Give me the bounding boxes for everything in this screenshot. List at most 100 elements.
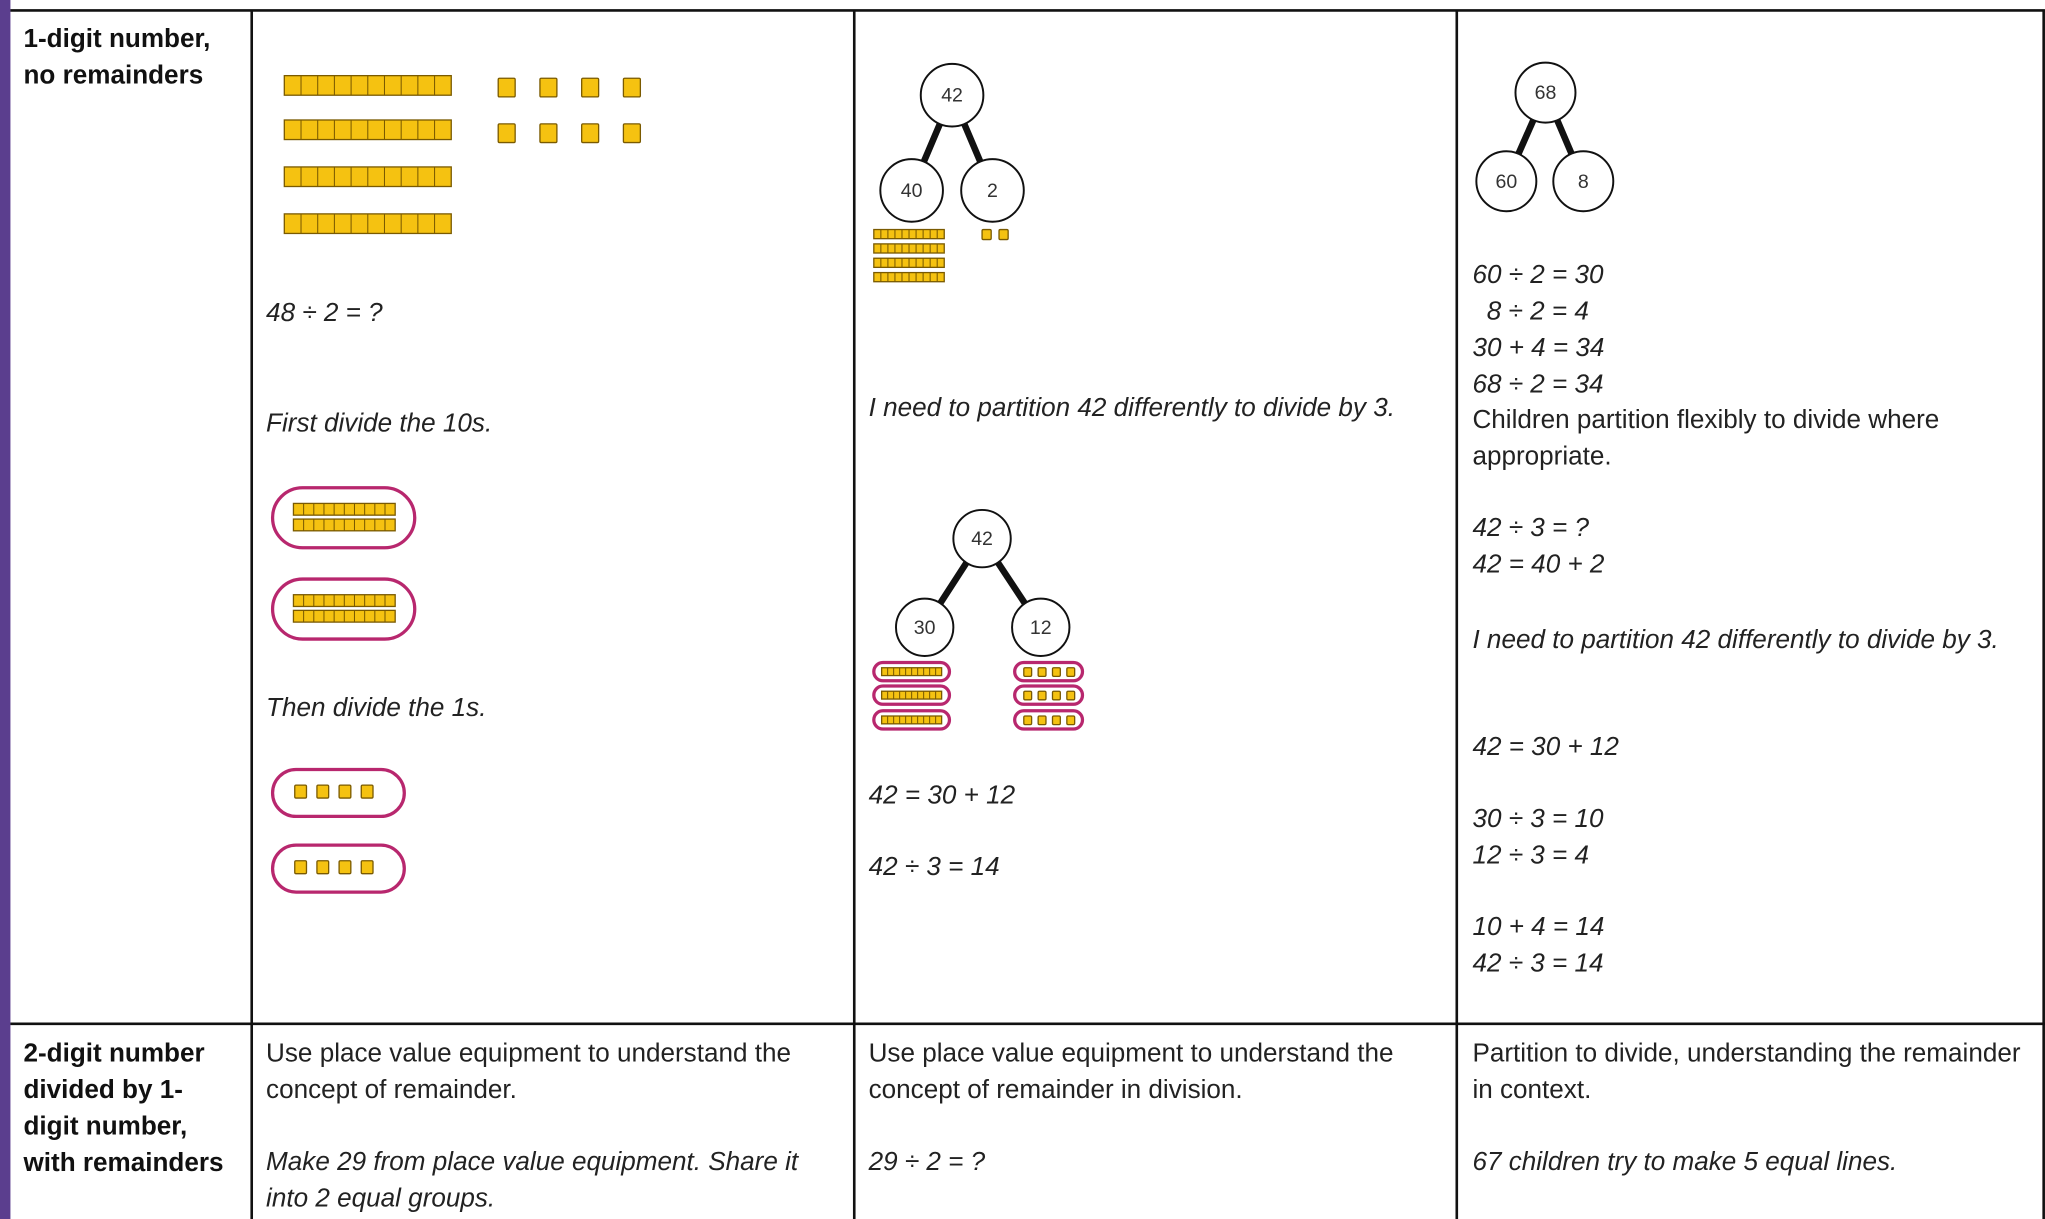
group-ring xyxy=(1013,684,1085,706)
unit-cube xyxy=(338,860,352,875)
group-ring xyxy=(872,709,952,731)
ten-rod xyxy=(292,609,396,623)
cell-text: I need to partition 42 differently to di… xyxy=(868,393,1395,423)
cell-text: 42 ÷ 3 = 14 xyxy=(1472,949,1604,979)
ten-rod xyxy=(873,243,945,254)
part-whole-circle xyxy=(1475,150,1538,213)
side-bar xyxy=(0,0,11,1219)
cell-text: 60 ÷ 2 = 30 xyxy=(1472,260,1604,290)
unit-cube xyxy=(360,860,374,875)
unit-cube xyxy=(1051,667,1061,678)
cell-text: 12 ÷ 3 = 4 xyxy=(1472,841,1590,870)
cell-text: 42 = 40 + 2 xyxy=(1472,550,1605,580)
ten-rod xyxy=(292,594,396,608)
unit-cube xyxy=(581,77,600,98)
ten-rod xyxy=(283,166,452,188)
cell-text: 68 ÷ 2 = 34 xyxy=(1472,370,1604,400)
unit-cube xyxy=(294,784,308,799)
ten-rod xyxy=(283,74,452,96)
unit-cube xyxy=(1051,690,1061,701)
ten-rod xyxy=(880,715,943,725)
part-whole-circle xyxy=(895,597,955,657)
ten-rod xyxy=(292,518,396,532)
ten-rod xyxy=(283,119,452,141)
cell-text: Children partition flexibly to divide wh… xyxy=(1472,405,1940,471)
part-whole-label: 42 xyxy=(941,85,963,107)
part-whole-circle xyxy=(1011,597,1071,657)
cell-text: 42 = 30 + 12 xyxy=(868,781,1016,810)
part-whole-label: 60 xyxy=(1495,171,1517,193)
group-ring xyxy=(872,660,952,683)
cell-text: I need to partition 42 differently to di… xyxy=(1472,626,1999,655)
cell-text: 30 + 4 = 34 xyxy=(1472,333,1605,363)
cell-text: Then divide the 1s. xyxy=(266,693,487,723)
unit-cube xyxy=(338,784,352,799)
cell-text: 42 ÷ 3 = ? xyxy=(1472,513,1590,543)
row-heading: 1-digit number, no remainders xyxy=(23,24,211,90)
unit-cube xyxy=(360,784,374,799)
part-whole-label: 2 xyxy=(987,180,998,202)
cell-text: 48 ÷ 2 = ? xyxy=(266,298,383,328)
cell-text: 8 ÷ 2 = 4 xyxy=(1486,297,1589,327)
unit-cube xyxy=(497,123,516,144)
group-ring xyxy=(270,843,406,894)
unit-cube xyxy=(316,860,330,875)
unit-cube xyxy=(581,123,600,144)
cell-text: Use place value equipment to understand … xyxy=(266,1039,791,1105)
ten-rod xyxy=(283,213,452,235)
unit-cube xyxy=(1023,715,1033,726)
part-whole-label: 42 xyxy=(971,528,993,550)
cell-text: Partition to divide, understanding the r… xyxy=(1472,1039,2021,1105)
part-whole-circle xyxy=(960,158,1025,223)
cell-text: Use place value equipment to understand … xyxy=(868,1039,1394,1105)
part-whole-label: 40 xyxy=(901,180,923,202)
ten-rod xyxy=(880,667,943,677)
group-ring xyxy=(872,684,952,706)
unit-cube xyxy=(981,228,992,241)
part-whole-label: 30 xyxy=(914,617,936,639)
unit-cube xyxy=(1037,690,1047,701)
part-whole-circle xyxy=(919,62,985,128)
part-whole-label: 68 xyxy=(1535,82,1557,104)
cell-text: Make 29 from place value equipment. Shar… xyxy=(266,1147,799,1213)
part-whole-circle xyxy=(1552,150,1615,213)
group-ring xyxy=(270,767,406,819)
cell-text: 29 ÷ 2 = ? xyxy=(868,1147,986,1177)
unit-cube xyxy=(316,784,330,799)
ten-rod xyxy=(873,271,945,283)
group-ring xyxy=(1013,660,1085,683)
ten-rod xyxy=(292,502,396,516)
part-whole-circle xyxy=(879,158,944,223)
unit-cube xyxy=(1023,667,1033,678)
cell-text: 67 children try to make 5 equal lines. xyxy=(1472,1147,1898,1177)
unit-cube xyxy=(1066,715,1076,726)
unit-cube xyxy=(294,860,308,875)
unit-cube xyxy=(622,123,642,144)
group-ring xyxy=(1013,709,1085,731)
part-whole-label: 12 xyxy=(1030,617,1052,639)
unit-cube xyxy=(539,123,558,144)
group-ring xyxy=(270,486,417,550)
unit-cube xyxy=(622,77,642,98)
unit-cube xyxy=(998,228,1009,241)
unit-cube xyxy=(497,77,516,98)
unit-cube xyxy=(1037,667,1047,678)
part-whole-circle xyxy=(952,508,1012,569)
ten-rod xyxy=(873,228,945,240)
unit-cube xyxy=(1051,715,1061,726)
unit-cube xyxy=(1037,715,1047,726)
unit-cube xyxy=(1023,690,1033,701)
ten-rod xyxy=(873,257,945,269)
row-heading: 2-digit number divided by 1-digit number… xyxy=(23,1039,224,1178)
part-whole-circle xyxy=(1514,61,1577,124)
cell-text: First divide the 10s. xyxy=(266,409,493,439)
ten-rod xyxy=(880,690,943,700)
cell-text: 10 + 4 = 14 xyxy=(1472,912,1605,942)
part-whole-label: 8 xyxy=(1578,171,1589,193)
unit-cube xyxy=(539,77,558,98)
cell-text: 42 = 30 + 12 xyxy=(1472,732,1619,762)
group-ring xyxy=(270,577,417,641)
unit-cube xyxy=(1066,690,1076,701)
